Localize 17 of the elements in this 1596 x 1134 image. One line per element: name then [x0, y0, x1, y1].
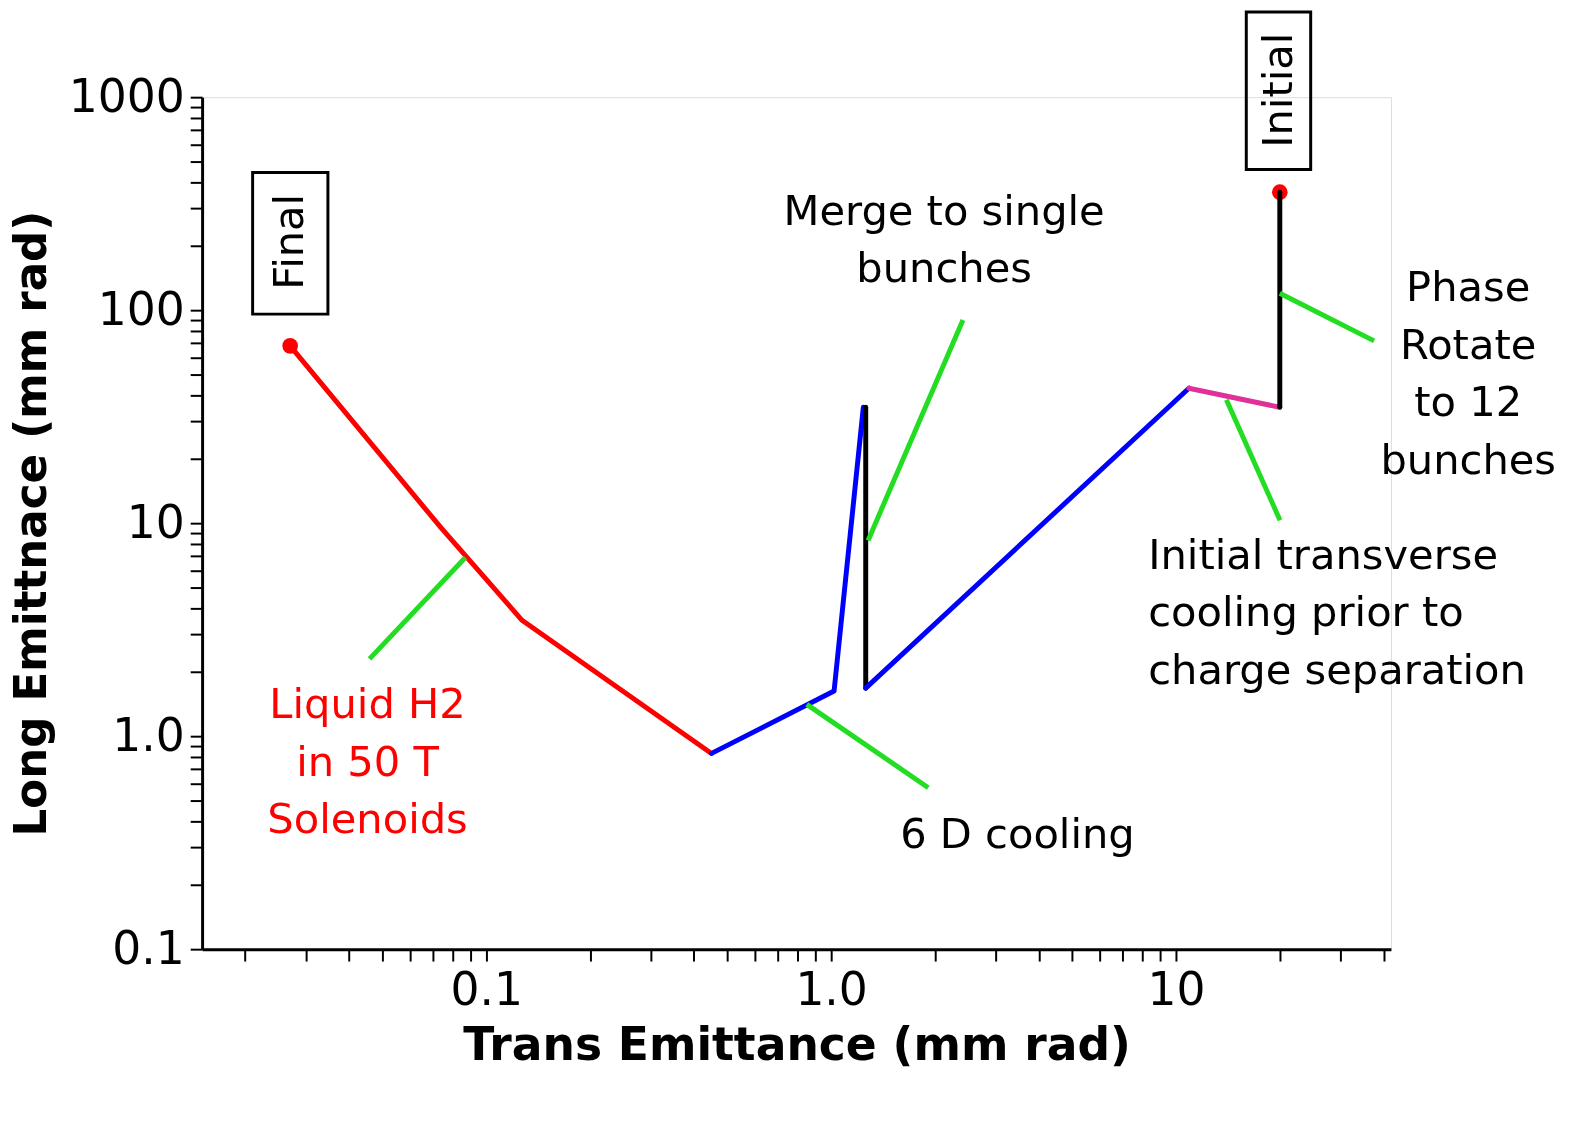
annotation: Initial transverse cooling prior to charge separation: [1148, 529, 1526, 694]
y-tick-label: 100: [97, 282, 185, 336]
annotation: Phase Rotate to 12 bunches: [1380, 262, 1557, 484]
annotation: Merge to single bunches: [783, 185, 1105, 293]
y-tick-label: 1.0: [112, 708, 185, 762]
x-axis-title: Trans Emittance (mm rad): [463, 1017, 1131, 1071]
x-tick-label: 0.1: [450, 963, 523, 1017]
y-axis-title: Long Emittnace (mm rad): [6, 210, 56, 837]
y-tick-label: 0.1: [112, 921, 185, 975]
annotation: Initial: [1252, 32, 1302, 148]
y-tick-label: 10: [126, 495, 185, 549]
x-tick-label: 1.0: [795, 963, 868, 1017]
annotation: Liquid H2 in 50 T Solenoids: [267, 679, 468, 844]
y-tick-label: 1000: [68, 69, 185, 123]
annotation: 6 D cooling: [900, 809, 1135, 859]
x-tick-label: 10: [1147, 963, 1206, 1017]
annotation: Final: [264, 193, 314, 290]
